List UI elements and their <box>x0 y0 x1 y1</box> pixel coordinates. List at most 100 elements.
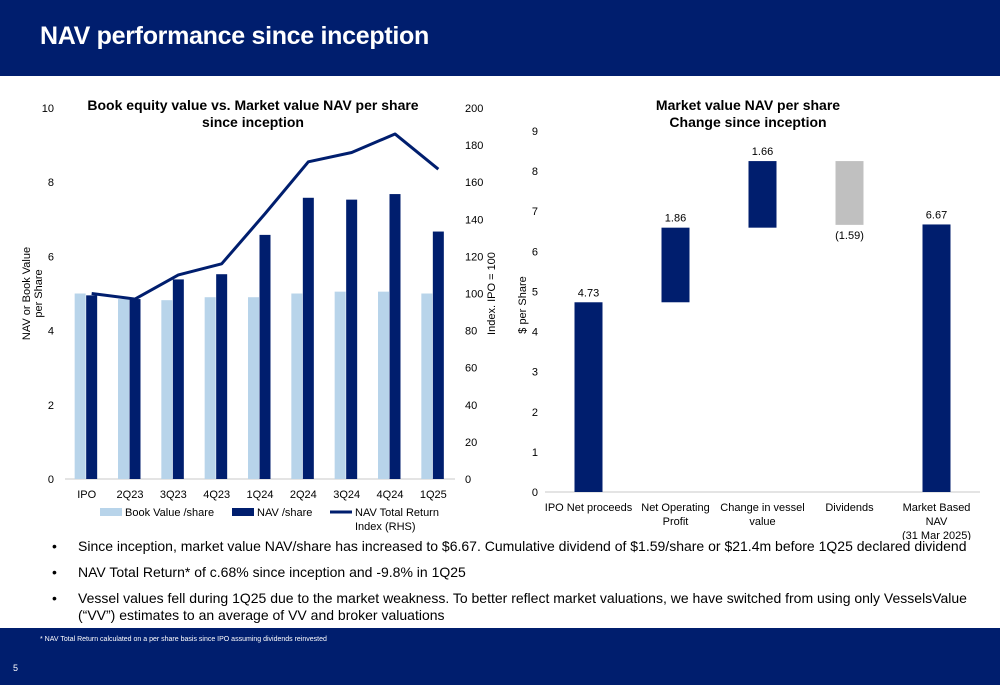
bullet-text: NAV Total Return* of c.68% since incepti… <box>78 564 466 580</box>
legend-label: NAV Total Return <box>355 507 439 519</box>
legend-label: Book Value /share <box>125 507 214 519</box>
y-tick-label: 6 <box>532 246 538 258</box>
page-number: 5 <box>13 663 19 673</box>
y-tick-label: 1 <box>532 447 538 459</box>
x-tick-label: value <box>749 516 775 528</box>
bullet-text: Vessel values fell during 1Q25 due to th… <box>78 590 967 623</box>
y-tick-label: 0 <box>48 474 54 486</box>
book-value-bar <box>291 293 303 479</box>
chart-title: since inception <box>202 114 304 130</box>
nav-bar <box>172 279 184 479</box>
nav-bar <box>216 274 228 479</box>
nav-bar <box>389 194 401 479</box>
bullet-dot: • <box>52 590 57 606</box>
y-tick-label: 10 <box>42 103 54 115</box>
waterfall-bar <box>574 302 603 492</box>
nav-bar <box>129 299 141 479</box>
y2-tick-label: 200 <box>465 103 483 115</box>
legend-swatch-book <box>100 508 122 516</box>
bullet-list: • Since inception, market value NAV/shar… <box>52 538 997 633</box>
y-tick-label: 2 <box>532 407 538 419</box>
x-tick-label: 3Q24 <box>333 489 360 501</box>
x-tick-label: 3Q23 <box>160 489 187 501</box>
data-label: 1.86 <box>665 213 686 225</box>
x-tick-label: 2Q24 <box>290 489 317 501</box>
nav-total-return-line <box>91 132 440 301</box>
x-tick-label: Change in vessel <box>720 502 804 514</box>
y-tick-label: 2 <box>48 400 54 412</box>
y2-tick-label: 120 <box>465 251 483 263</box>
bullet-item: • NAV Total Return* of c.68% since incep… <box>52 564 997 581</box>
x-tick-label: Dividends <box>825 502 874 514</box>
y2-tick-label: 80 <box>465 326 477 338</box>
book-value-bar <box>74 293 86 479</box>
book-value-bar <box>378 291 389 479</box>
waterfall-bar <box>661 227 690 303</box>
x-tick-label: 1Q25 <box>420 489 447 501</box>
data-label: 4.73 <box>578 287 599 299</box>
nav-bar <box>259 234 271 479</box>
y2-axis-label: Index. IPO = 100 <box>486 252 498 335</box>
y2-tick-label: 140 <box>465 214 483 226</box>
waterfall-bar <box>748 161 777 228</box>
y2-tick-label: 100 <box>465 289 483 301</box>
y-tick-label: 8 <box>48 177 54 189</box>
x-tick-label: Profit <box>663 516 689 528</box>
bullet-item: • Vessel values fell during 1Q25 due to … <box>52 590 997 624</box>
nav-bar <box>432 231 444 479</box>
x-tick-label: IPO Net proceeds <box>545 502 633 514</box>
y-tick-label: 6 <box>48 251 54 263</box>
y2-tick-label: 160 <box>465 177 483 189</box>
data-label: 6.67 <box>926 209 947 221</box>
chart-title: Book equity value vs. Market value NAV p… <box>87 97 418 113</box>
x-tick-label: 1Q24 <box>247 489 274 501</box>
x-tick-label: IPO <box>77 489 96 501</box>
chart-title: Change since inception <box>669 114 826 130</box>
book-value-bar <box>204 297 216 479</box>
x-tick-label: 2Q23 <box>117 489 144 501</box>
y2-tick-label: 40 <box>465 400 477 412</box>
page-title: NAV performance since inception <box>40 22 429 50</box>
bullet-text: Since inception, market value NAV/share … <box>78 538 967 554</box>
y-tick-label: 3 <box>532 367 538 379</box>
data-label: (1.59) <box>835 230 864 242</box>
y2-tick-label: 60 <box>465 363 477 375</box>
y-axis-label: per Share <box>33 269 45 317</box>
y-axis-label: $ per Share <box>517 276 529 333</box>
y-tick-label: 4 <box>532 327 538 339</box>
book-vs-nav-chart: Book equity value vs. Market value NAV p… <box>21 97 498 533</box>
y-tick-label: 8 <box>532 166 538 178</box>
book-value-bar <box>421 293 433 479</box>
y2-tick-label: 0 <box>465 474 471 486</box>
bullet-dot: • <box>52 538 57 554</box>
y2-tick-label: 180 <box>465 140 483 152</box>
bullet-item: • Since inception, market value NAV/shar… <box>52 538 997 555</box>
y-axis-label: NAV or Book Value <box>21 247 33 340</box>
x-tick-label: Market Based <box>903 502 971 514</box>
waterfall-bar <box>835 161 864 225</box>
x-tick-label: 4Q24 <box>377 489 404 501</box>
book-value-bar <box>161 300 173 479</box>
legend-label: Index (RHS) <box>355 521 416 533</box>
y-tick-label: 4 <box>48 326 54 338</box>
y-tick-label: 0 <box>532 487 538 499</box>
book-value-bar <box>334 291 346 479</box>
waterfall-bar <box>922 224 951 492</box>
legend-swatch-nav <box>232 508 254 516</box>
data-label: 1.66 <box>752 146 773 158</box>
y-tick-label: 7 <box>532 206 538 218</box>
y-tick-label: 9 <box>532 126 538 138</box>
legend-label: NAV /share <box>257 507 312 519</box>
y-tick-label: 5 <box>532 286 538 298</box>
footer-bar: * NAV Total Return calculated on a per s… <box>0 628 1000 685</box>
book-value-bar <box>118 299 129 479</box>
nav-bar <box>302 197 314 480</box>
book-value-bar <box>248 297 259 479</box>
nav-bar <box>346 199 358 479</box>
x-tick-label: 4Q23 <box>203 489 230 501</box>
bullet-dot: • <box>52 564 57 580</box>
footnote: * NAV Total Return calculated on a per s… <box>40 636 327 643</box>
x-tick-label: (31 Mar 2025) <box>902 530 971 540</box>
nav-bar <box>86 295 98 479</box>
